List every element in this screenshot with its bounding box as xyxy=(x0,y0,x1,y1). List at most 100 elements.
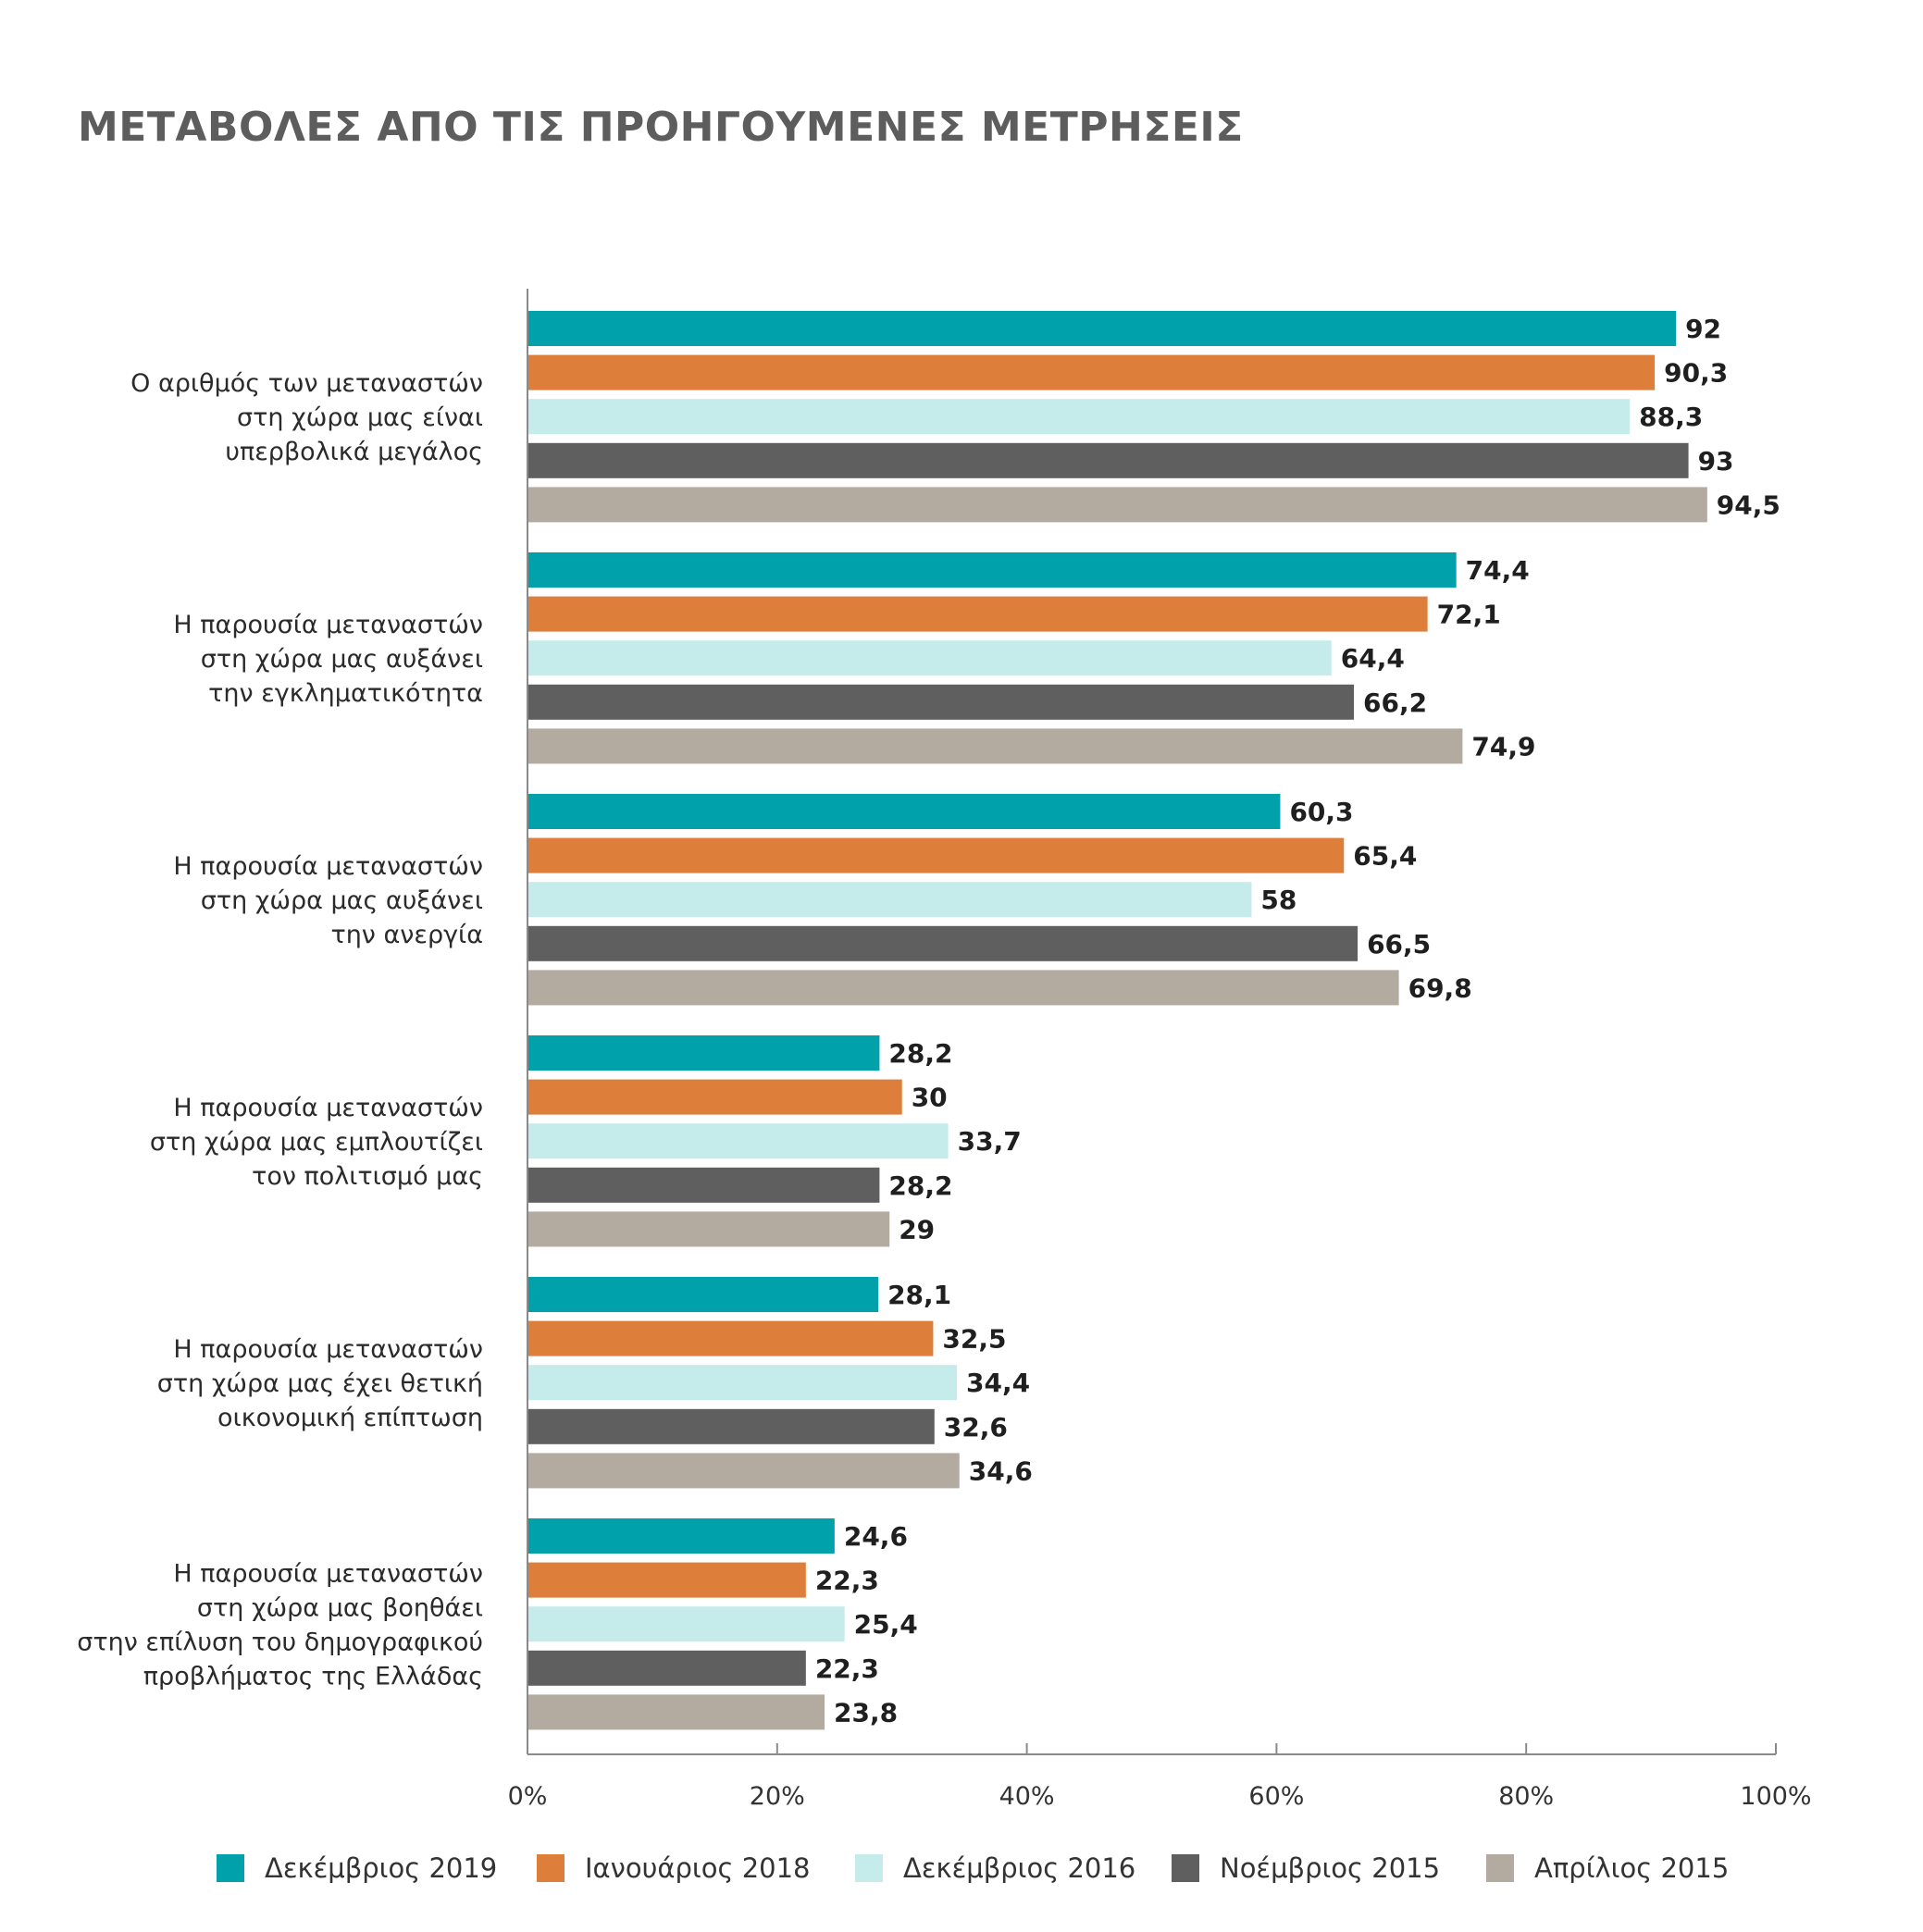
category-label-line: στη χώρα μας εμπλουτίζει xyxy=(150,1128,483,1157)
bar xyxy=(527,1277,879,1312)
bar xyxy=(527,1079,902,1115)
legend-swatch xyxy=(1172,1854,1199,1882)
data-label: 64,4 xyxy=(1341,643,1405,674)
bar xyxy=(527,1606,845,1642)
data-label: 88,3 xyxy=(1639,402,1703,432)
bar xyxy=(527,399,1631,435)
bar xyxy=(527,684,1355,720)
data-label: 29 xyxy=(899,1214,935,1245)
category-label-line: Η παρουσία μεταναστών xyxy=(173,852,483,881)
data-label: 28,2 xyxy=(888,1038,952,1069)
data-label: 58 xyxy=(1260,885,1296,915)
category-label-line: στην επίλυση του δημογραφικού xyxy=(77,1629,483,1657)
category-label-line: την ανεργία xyxy=(330,921,483,949)
category-label-line: τον πολιτισμό μας xyxy=(252,1162,483,1191)
category-label-line: προβλήματος της Ελλάδας xyxy=(143,1663,483,1691)
data-label: 34,6 xyxy=(969,1455,1033,1486)
data-label: 60,3 xyxy=(1289,797,1353,827)
x-tick-label: 20% xyxy=(750,1782,805,1811)
bar xyxy=(527,1408,935,1444)
data-label: 66,5 xyxy=(1367,929,1431,960)
chart-title: ΜΕΤΑΒΟΛΕΣ ΑΠΟ ΤΙΣ ΠΡΟΗΓΟΥΜΕΝΕΣ ΜΕΤΡΗΣΕΙΣ xyxy=(78,104,1244,151)
category-label-line: στη χώρα μας βοηθάει xyxy=(197,1594,483,1623)
bar xyxy=(527,1211,890,1247)
legend-swatch xyxy=(537,1854,564,1882)
data-label: 94,5 xyxy=(1717,489,1780,520)
bar xyxy=(527,1694,825,1730)
data-label: 93 xyxy=(1698,446,1734,477)
category-label-line: Η παρουσία μεταναστών xyxy=(173,1335,483,1364)
category-label-line: Η παρουσία μεταναστών xyxy=(173,611,483,639)
bar xyxy=(527,552,1457,588)
x-axis: 0% 20% 40% 60% 80% 100% xyxy=(508,289,1812,1811)
category-label-line: στη χώρα μας αυξάνει xyxy=(201,886,483,915)
bars-layer: Ο αριθμός των μεταναστών στη χώρα μας είν… xyxy=(77,311,1780,1730)
legend-swatch xyxy=(217,1854,244,1882)
bar xyxy=(527,794,1281,829)
bar xyxy=(527,442,1689,478)
bar xyxy=(527,596,1428,632)
legend-swatch xyxy=(1486,1854,1514,1882)
bar xyxy=(527,1518,835,1554)
category-label-line: Ο αριθμός των μεταναστών xyxy=(130,369,483,398)
data-label: 90,3 xyxy=(1664,358,1728,389)
data-label: 92 xyxy=(1685,314,1721,344)
legend: Δεκέμβριος 2019 Ιανουάριος 2018 Δεκέμβριος… xyxy=(217,1852,1729,1884)
bar xyxy=(527,1562,806,1598)
bar xyxy=(527,487,1707,523)
legend-label: Δεκέμβριος 2019 xyxy=(265,1852,497,1884)
legend-swatch xyxy=(855,1854,883,1882)
x-tick-label: 100% xyxy=(1740,1782,1811,1811)
bar xyxy=(527,1167,880,1203)
bar xyxy=(527,1365,958,1401)
legend-label: Ιανουάριος 2018 xyxy=(585,1852,811,1884)
data-label: 33,7 xyxy=(958,1126,1022,1157)
data-label: 74,9 xyxy=(1471,731,1535,762)
category-label-line: Η παρουσία μεταναστών xyxy=(173,1560,483,1589)
data-label: 22,3 xyxy=(815,1653,879,1684)
data-label: 30 xyxy=(912,1083,948,1113)
data-label: 34,4 xyxy=(966,1368,1030,1398)
data-label: 32,6 xyxy=(944,1412,1008,1443)
data-label: 23,8 xyxy=(834,1697,898,1728)
bar xyxy=(527,1035,880,1071)
category-label-line: οικονομική επίπτωση xyxy=(217,1404,483,1432)
category-label-line: υπερβολικά μεγάλος xyxy=(225,438,483,466)
category-label-line: στη χώρα μας έχει θετική xyxy=(157,1369,483,1398)
bar xyxy=(527,1453,960,1489)
data-label: 28,2 xyxy=(888,1170,952,1201)
bar xyxy=(527,970,1399,1006)
data-label: 66,2 xyxy=(1363,687,1427,718)
bar xyxy=(527,354,1656,390)
data-label: 24,6 xyxy=(844,1521,908,1552)
bar xyxy=(527,882,1252,918)
data-label: 72,1 xyxy=(1437,600,1501,630)
category-label-line: στη χώρα μας είναι xyxy=(237,403,483,432)
bar xyxy=(527,837,1345,873)
x-tick-label: 40% xyxy=(999,1782,1055,1811)
legend-label: Νοέμβριος 2015 xyxy=(1220,1852,1440,1884)
x-tick-label: 0% xyxy=(508,1782,548,1811)
x-tick-label: 60% xyxy=(1248,1782,1304,1811)
data-label: 25,4 xyxy=(854,1609,918,1640)
x-tick-label: 80% xyxy=(1498,1782,1554,1811)
data-label: 32,5 xyxy=(942,1324,1006,1355)
bar xyxy=(527,1123,949,1159)
bar xyxy=(527,1650,806,1686)
bar xyxy=(527,640,1332,676)
data-label: 69,8 xyxy=(1408,972,1472,1003)
data-label: 74,4 xyxy=(1466,555,1530,586)
category-label-line: Η παρουσία μεταναστών xyxy=(173,1094,483,1122)
data-label: 22,3 xyxy=(815,1566,879,1596)
bar xyxy=(527,925,1359,961)
bar xyxy=(527,728,1463,764)
category-label-line: την εγκληματικότητα xyxy=(208,679,483,708)
legend-label: Δεκέμβριος 2016 xyxy=(903,1852,1135,1884)
bar xyxy=(527,1320,934,1356)
bar xyxy=(527,311,1677,346)
data-label: 65,4 xyxy=(1353,841,1417,872)
data-label: 28,1 xyxy=(887,1280,951,1310)
legend-label: Απρίλιος 2015 xyxy=(1534,1852,1729,1884)
category-label-line: στη χώρα μας αυξάνει xyxy=(201,645,483,674)
